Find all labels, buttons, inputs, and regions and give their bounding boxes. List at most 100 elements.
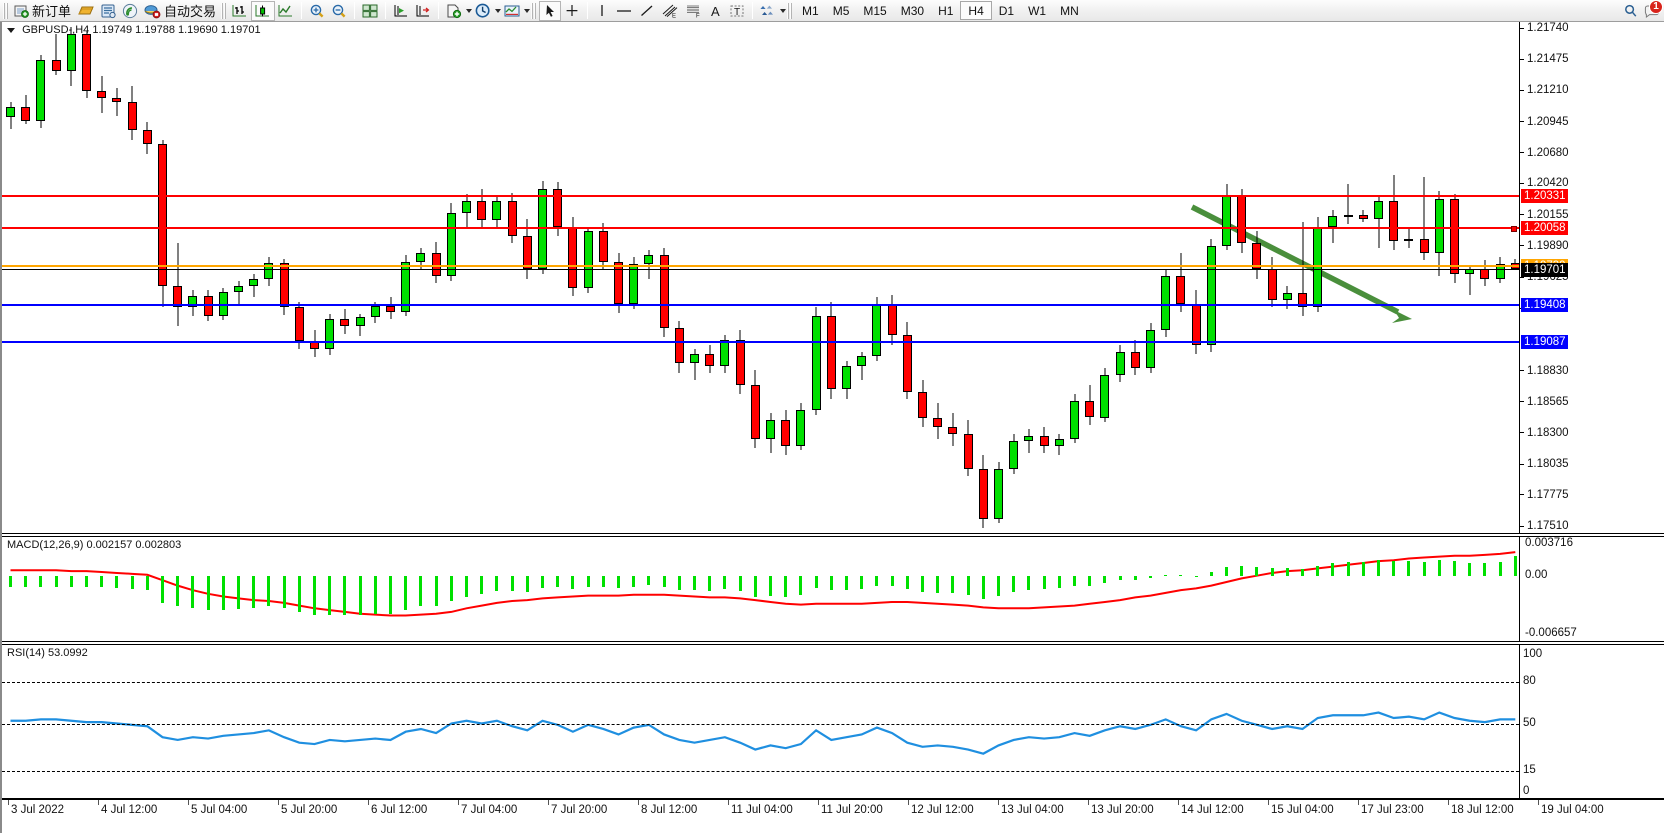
trendline-tool-button[interactable] <box>636 1 658 21</box>
candle-wick <box>55 33 57 75</box>
timeframe-m5[interactable]: M5 <box>832 3 850 18</box>
equidistant-channel-tool-button[interactable]: E <box>658 1 682 21</box>
cursor-tool-button[interactable] <box>539 0 562 21</box>
add-indicator-button[interactable] <box>443 1 465 21</box>
price-pane[interactable]: GBPUSD-,H4 1.19749 1.19788 1.19690 1.197… <box>2 22 1664 534</box>
templates-button[interactable] <box>501 1 523 21</box>
timeframe-mn[interactable]: MN <box>1060 3 1079 18</box>
crosshair-tool-button[interactable] <box>561 1 583 21</box>
candlestick <box>1176 22 1186 533</box>
rsi-plot[interactable] <box>2 645 1519 798</box>
bar-chart-icon <box>232 4 247 16</box>
candlestick <box>750 22 760 533</box>
objects-list-button[interactable] <box>757 1 779 21</box>
timeframe-h4[interactable]: H4 <box>960 1 992 20</box>
price-level-resistance-0[interactable] <box>2 194 1519 197</box>
price-level-tag-resistance[interactable]: 1.20058 <box>1521 221 1568 236</box>
text-tool-button[interactable]: A <box>706 1 726 21</box>
toolbar-grip-4[interactable] <box>787 2 793 19</box>
fibonacci-tool-button[interactable]: F <box>682 1 706 21</box>
macd-histogram-bar <box>434 575 438 607</box>
macd-histogram-bar <box>1255 566 1259 576</box>
price-level-tag-resistance[interactable]: 1.20331 <box>1521 188 1568 203</box>
candle-body-bearish <box>1176 276 1186 305</box>
candle-body-bearish <box>750 384 760 439</box>
toolbar-grip-2[interactable] <box>221 2 227 19</box>
time-tick <box>728 800 729 805</box>
timeframe-w1[interactable]: W1 <box>1028 3 1047 18</box>
signals-button[interactable] <box>119 1 141 21</box>
period-clock-button[interactable] <box>472 1 494 21</box>
macd-plot[interactable] <box>2 537 1519 641</box>
candlestick <box>1480 22 1490 533</box>
line-chart-button[interactable] <box>275 1 297 21</box>
rsi-level-15 <box>2 771 1519 773</box>
timeframe-m1[interactable]: M1 <box>802 3 819 18</box>
candle-body-bullish <box>325 318 335 350</box>
macd-histogram-bar <box>1240 565 1244 576</box>
macd-histogram-bar <box>1103 575 1107 583</box>
candle-body-bearish <box>1389 200 1399 241</box>
candlestick <box>1450 22 1459 533</box>
candle-body-bullish <box>6 107 15 117</box>
candle-body-bearish <box>1267 269 1277 300</box>
candle-wick <box>1347 184 1349 225</box>
chart-collapse-icon[interactable] <box>7 27 15 33</box>
candlestick <box>492 22 502 533</box>
vertical-line-tool-button[interactable] <box>592 1 612 21</box>
zoom-out-button[interactable] <box>328 1 350 21</box>
macd-histogram-bar <box>753 575 757 597</box>
bar-chart-button[interactable] <box>229 1 251 21</box>
auto-scroll-button[interactable] <box>412 1 434 21</box>
price-level-tag-last-price[interactable]: 1.19701 <box>1521 263 1568 278</box>
level-drag-handle[interactable] <box>1511 226 1517 233</box>
rsi-level-80 <box>2 682 1519 684</box>
candlestick <box>1328 22 1338 533</box>
auto-trading-button[interactable]: 自动交易 <box>141 1 220 21</box>
candle-body-bearish <box>340 318 350 326</box>
price-level-tag-support[interactable]: 1.19408 <box>1521 297 1568 312</box>
price-level-last-price-3[interactable] <box>2 269 1519 271</box>
timeframe-m30[interactable]: M30 <box>900 3 925 18</box>
time-axis[interactable]: 3 Jul 2022 4 Jul 12:00 5 Jul 04:00 5 Jul 20… <box>2 799 1664 833</box>
toolbar-grip[interactable] <box>3 2 8 19</box>
chart-area[interactable]: GBPUSD-,H4 1.19749 1.19788 1.19690 1.197… <box>0 22 1664 833</box>
price-level-support-5[interactable] <box>2 341 1519 344</box>
search-button[interactable] <box>1620 1 1642 21</box>
timeframe-d1[interactable]: D1 <box>998 3 1015 18</box>
toolbar-separator-5 <box>587 2 589 19</box>
price-level-support-4[interactable] <box>2 303 1519 306</box>
new-order-label: 新订单 <box>32 4 72 19</box>
expert-advisor-button[interactable] <box>75 1 97 21</box>
templates-caret-icon[interactable] <box>524 8 531 13</box>
price-plot[interactable] <box>2 22 1519 533</box>
objects-caret-icon[interactable] <box>780 8 787 13</box>
macd-pane[interactable]: MACD(12,26,9) 0.002157 0.002803 0.003716… <box>2 536 1664 642</box>
timeframe-h1[interactable]: H1 <box>938 3 954 18</box>
macd-histogram-bar <box>221 575 225 611</box>
notifications-button[interactable]: 1 <box>1642 0 1663 21</box>
candle-body-bearish <box>1480 269 1490 279</box>
macd-histogram-bar <box>1301 569 1304 576</box>
candle-body-bearish <box>1085 401 1095 418</box>
new-order-button[interactable]: 新订单 <box>11 1 75 21</box>
tile-windows-button[interactable] <box>359 1 381 21</box>
price-level-resistance-1[interactable] <box>2 226 1519 233</box>
rsi-pane[interactable]: RSI(14) 53.0992 100 80 50 15 0 <box>2 644 1664 799</box>
price-level-tag-support[interactable]: 1.19087 <box>1521 335 1568 350</box>
price-level-current-2[interactable] <box>2 264 1519 267</box>
zoom-in-button[interactable] <box>306 1 328 21</box>
toolbar-grip-3[interactable] <box>531 2 537 19</box>
time-label: 5 Jul 04:00 <box>191 804 248 816</box>
time-label: 11 Jul 20:00 <box>821 804 883 816</box>
text-label-tool-button[interactable]: T <box>726 1 748 21</box>
horizontal-line-tool-button[interactable] <box>612 1 636 21</box>
period-caret-icon[interactable] <box>495 8 502 13</box>
price-axis[interactable]: 1.21740 1.21475 1.21210 1.20945 1.20680 1.204… <box>1519 22 1664 533</box>
chart-shift-button[interactable] <box>390 1 412 21</box>
macd-histogram-bar <box>586 575 590 587</box>
market-watch-button[interactable] <box>97 1 119 21</box>
add-indicator-caret-icon[interactable] <box>466 8 473 13</box>
timeframe-m15[interactable]: M15 <box>863 3 887 18</box>
candlestick-chart-button[interactable] <box>251 0 276 21</box>
